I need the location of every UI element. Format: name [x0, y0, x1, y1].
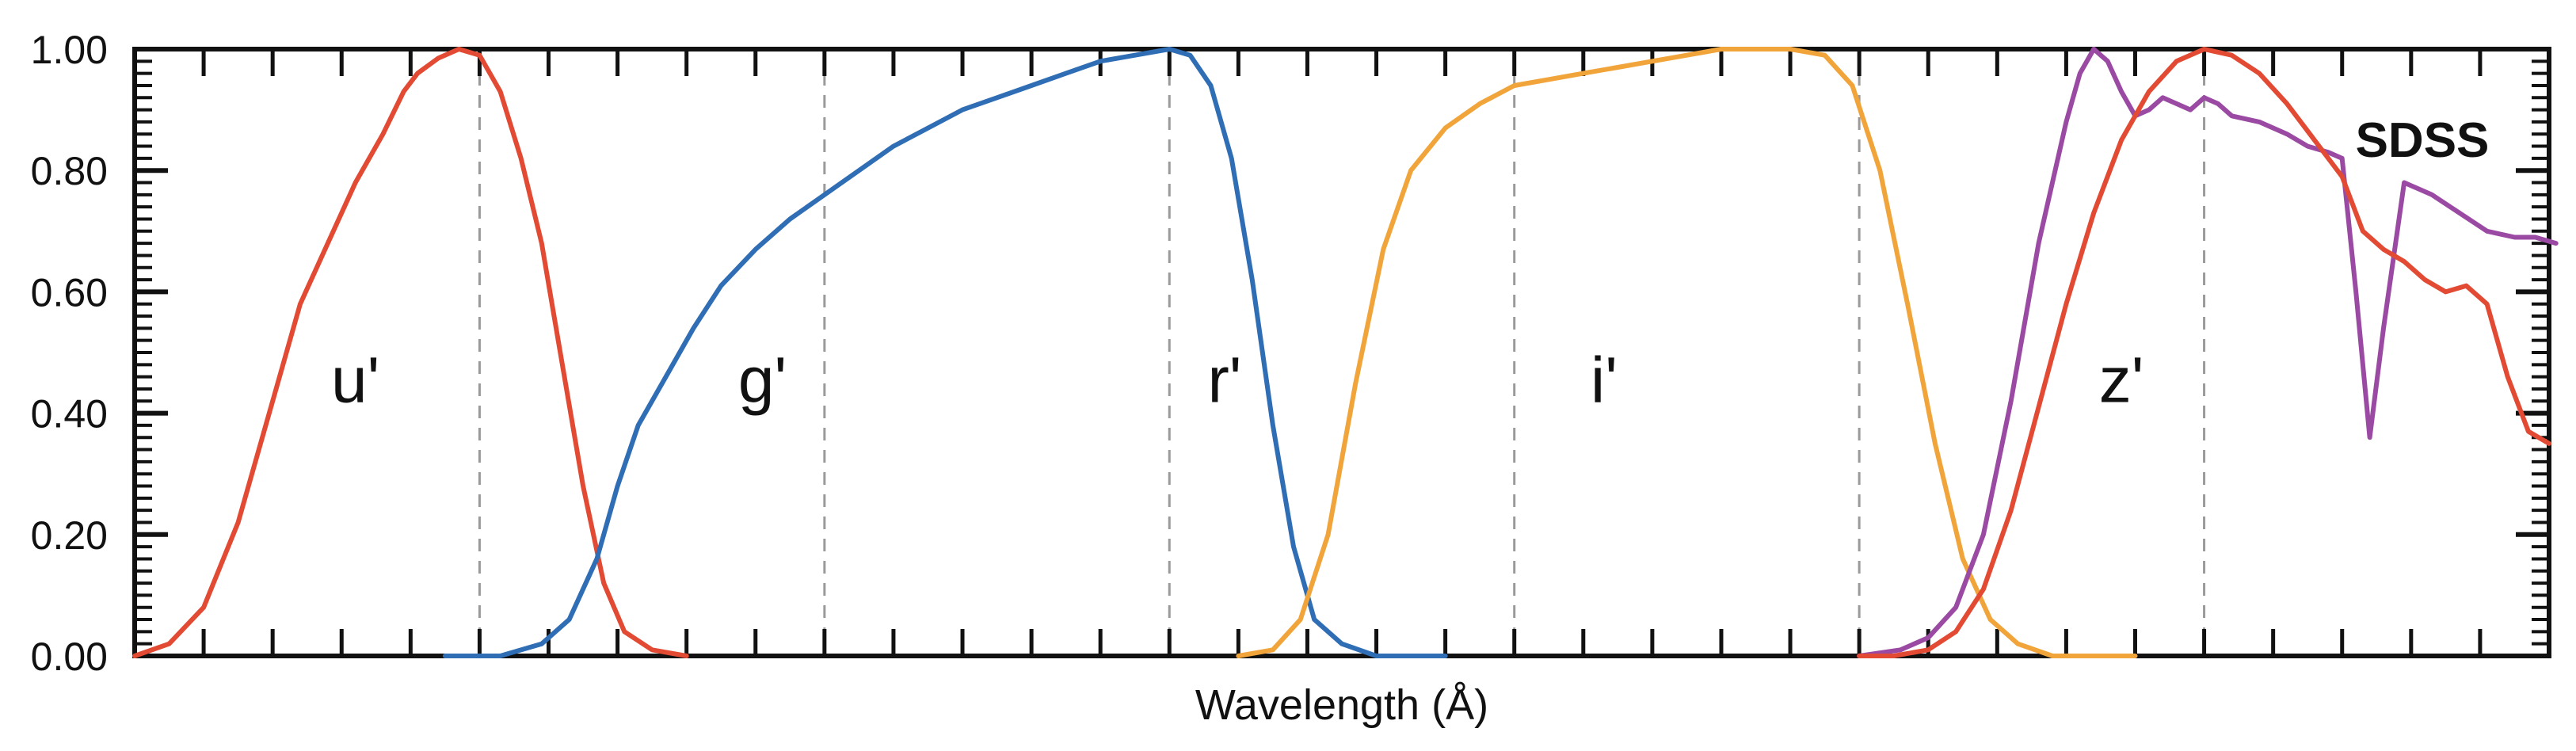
badge-sdss: SDSS [2356, 113, 2490, 168]
ytick-label-2: 0.20 [31, 513, 108, 558]
plot-layer: 0.00 0.20 0.40 0.60 0.80 1.00 u' g' r' i' z' SDSS Wa… [31, 28, 2559, 729]
series-z-line [1857, 47, 2551, 658]
plot-frame [132, 47, 2551, 658]
band-label-3: r' [1207, 344, 1241, 416]
ytick-label-4: 0.60 [31, 270, 108, 315]
series-1-line [132, 47, 689, 658]
band-label-1: u' [331, 344, 379, 416]
band-label-2: g' [738, 344, 787, 416]
series-2-line [442, 47, 1448, 658]
series-4-line [1857, 47, 2559, 658]
x-axis-label: Wavelength (Å) [1195, 681, 1488, 729]
band-label-5: z' [2099, 344, 2144, 416]
ytick-label-5: 0.80 [31, 149, 108, 193]
ytick-label-1: 0.00 [31, 635, 108, 679]
band-label-4: i' [1591, 344, 1618, 416]
ytick-label-6: 1.00 [31, 28, 108, 72]
ytick-label-3: 0.40 [31, 392, 108, 436]
series-3-line [1236, 47, 2138, 658]
